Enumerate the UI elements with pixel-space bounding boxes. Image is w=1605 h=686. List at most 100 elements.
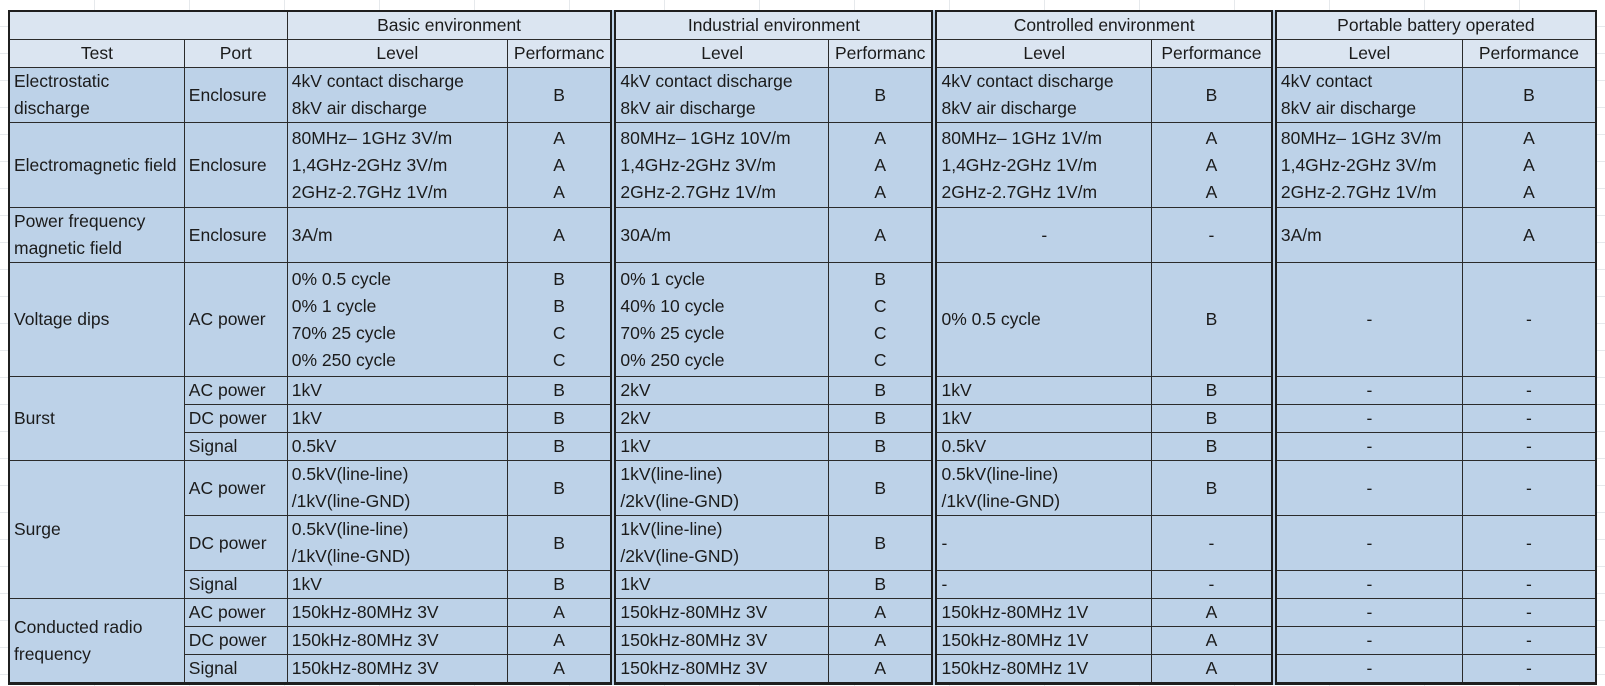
cell-crf-signal-portable-level[interactable]: - (1273, 654, 1463, 684)
cell-crf-ac-port[interactable]: AC power (183, 598, 288, 627)
col-header-controlled-performance[interactable]: Performance (1151, 39, 1277, 68)
cell-pfmf-industrial-level[interactable]: 30A/m (612, 207, 829, 263)
cell-vdips-test[interactable]: Voltage dips (8, 262, 185, 377)
cell-crf-signal-controlled-level[interactable]: 150kHz-80MHz 1V (933, 654, 1153, 684)
cell-burst-signal-controlled-perf[interactable]: B (1151, 432, 1277, 461)
cell-surge-dc-basic-level[interactable]: 0.5kV(line-line) /1kV(line-GND) (286, 515, 508, 571)
cell-emf-portable-level[interactable]: 80MHz– 1GHz 3V/m 1,4GHz-2GHz 3V/m 2GHz-2… (1273, 122, 1463, 208)
col-header-basic-performance[interactable]: Performanc (506, 39, 617, 68)
cell-surge-ac-controlled-perf[interactable]: B (1151, 460, 1277, 516)
cell-surge-ac-basic-level[interactable]: 0.5kV(line-line) /1kV(line-GND) (286, 460, 508, 516)
cell-burst-ac-industrial-perf[interactable]: B (827, 376, 938, 405)
cell-burst-dc-portable-level[interactable]: - (1273, 404, 1463, 433)
cell-crf-ac-controlled-perf[interactable]: A (1151, 598, 1277, 627)
group-header-basic[interactable]: Basic environment (286, 10, 617, 40)
cell-burst-signal-controlled-level[interactable]: 0.5kV (933, 432, 1153, 461)
cell-vdips-industrial-level[interactable]: 0% 1 cycle 40% 10 cycle 70% 25 cycle 0% … (612, 262, 829, 377)
group-header-portable[interactable]: Portable battery operated (1273, 10, 1597, 40)
cell-surge-dc-portable-perf[interactable]: - (1461, 515, 1597, 571)
col-header-portable-performance[interactable]: Performance (1461, 39, 1597, 68)
cell-pfmf-test[interactable]: Power frequency magnetic field (8, 207, 185, 263)
cell-crf-signal-basic-level[interactable]: 150kHz-80MHz 3V (286, 654, 508, 684)
cell-emf-controlled-level[interactable]: 80MHz– 1GHz 1V/m 1,4GHz-2GHz 1V/m 2GHz-2… (933, 122, 1153, 208)
group-header-controlled[interactable]: Controlled environment (933, 10, 1277, 40)
col-header-port[interactable]: Port (183, 39, 288, 68)
cell-vdips-controlled-level[interactable]: 0% 0.5 cycle (933, 262, 1153, 377)
cell-vdips-portable-level[interactable]: - (1273, 262, 1463, 377)
cell-burst-ac-portable-level[interactable]: - (1273, 376, 1463, 405)
cell-crf-ac-industrial-level[interactable]: 150kHz-80MHz 3V (612, 598, 829, 627)
cell-crf-ac-portable-level[interactable]: - (1273, 598, 1463, 627)
cell-surge-signal-industrial-level[interactable]: 1kV (612, 570, 829, 599)
cell-pfmf-port[interactable]: Enclosure (183, 207, 288, 263)
cell-burst-dc-industrial-level[interactable]: 2kV (612, 404, 829, 433)
cell-burst-ac-controlled-perf[interactable]: B (1151, 376, 1277, 405)
col-header-portable-level[interactable]: Level (1273, 39, 1463, 68)
cell-esd-portable-perf[interactable]: B (1461, 67, 1597, 123)
cell-esd-port[interactable]: Enclosure (183, 67, 288, 123)
col-header-test[interactable]: Test (8, 39, 185, 68)
cell-burst-signal-portable-level[interactable]: - (1273, 432, 1463, 461)
col-header-controlled-level[interactable]: Level (933, 39, 1153, 68)
cell-burst-dc-portable-perf[interactable]: - (1461, 404, 1597, 433)
col-header-industrial-performance[interactable]: Performanc (827, 39, 938, 68)
cell-burst-signal-basic-perf[interactable]: B (506, 432, 617, 461)
cell-burst-dc-industrial-perf[interactable]: B (827, 404, 938, 433)
cell-surge-ac-portable-level[interactable]: - (1273, 460, 1463, 516)
corner-cell[interactable] (8, 10, 288, 40)
cell-crf-ac-industrial-perf[interactable]: A (827, 598, 938, 627)
cell-surge-signal-controlled-level[interactable]: - (933, 570, 1153, 599)
cell-esd-industrial-level[interactable]: 4kV contact discharge 8kV air discharge (612, 67, 829, 123)
cell-crf-ac-basic-perf[interactable]: A (506, 598, 617, 627)
group-header-industrial[interactable]: Industrial environment (612, 10, 938, 40)
cell-surge-signal-port[interactable]: Signal (183, 570, 288, 599)
cell-crf-signal-industrial-level[interactable]: 150kHz-80MHz 3V (612, 654, 829, 684)
cell-surge-ac-portable-perf[interactable]: - (1461, 460, 1597, 516)
cell-crf-dc-basic-perf[interactable]: A (506, 626, 617, 655)
cell-crf-dc-portable-level[interactable]: - (1273, 626, 1463, 655)
cell-pfmf-basic-level[interactable]: 3A/m (286, 207, 508, 263)
cell-burst-dc-controlled-perf[interactable]: B (1151, 404, 1277, 433)
cell-crf-signal-industrial-perf[interactable]: A (827, 654, 938, 684)
cell-vdips-industrial-perf[interactable]: B C C C (827, 262, 938, 377)
cell-crf-test[interactable]: Conducted radio frequency (8, 598, 185, 684)
cell-burst-signal-basic-level[interactable]: 0.5kV (286, 432, 508, 461)
cell-emf-portable-perf[interactable]: A A A (1461, 122, 1597, 208)
cell-emf-port[interactable]: Enclosure (183, 122, 288, 208)
cell-pfmf-portable-perf[interactable]: A (1461, 207, 1597, 263)
cell-crf-ac-portable-perf[interactable]: - (1461, 598, 1597, 627)
cell-emf-basic-perf[interactable]: A A A (506, 122, 617, 208)
cell-surge-dc-portable-level[interactable]: - (1273, 515, 1463, 571)
cell-crf-ac-basic-level[interactable]: 150kHz-80MHz 3V (286, 598, 508, 627)
cell-crf-dc-industrial-level[interactable]: 150kHz-80MHz 3V (612, 626, 829, 655)
cell-burst-ac-basic-perf[interactable]: B (506, 376, 617, 405)
cell-pfmf-portable-level[interactable]: 3A/m (1273, 207, 1463, 263)
cell-pfmf-controlled-level[interactable]: - (933, 207, 1153, 263)
cell-surge-dc-port[interactable]: DC power (183, 515, 288, 571)
cell-burst-dc-basic-level[interactable]: 1kV (286, 404, 508, 433)
cell-surge-ac-controlled-level[interactable]: 0.5kV(line-line) /1kV(line-GND) (933, 460, 1153, 516)
cell-crf-ac-controlled-level[interactable]: 150kHz-80MHz 1V (933, 598, 1153, 627)
cell-crf-dc-industrial-perf[interactable]: A (827, 626, 938, 655)
col-header-industrial-level[interactable]: Level (612, 39, 829, 68)
cell-surge-signal-basic-level[interactable]: 1kV (286, 570, 508, 599)
cell-crf-dc-basic-level[interactable]: 150kHz-80MHz 3V (286, 626, 508, 655)
cell-vdips-basic-level[interactable]: 0% 0.5 cycle 0% 1 cycle 70% 25 cycle 0% … (286, 262, 508, 377)
cell-surge-dc-controlled-level[interactable]: - (933, 515, 1153, 571)
cell-burst-signal-port[interactable]: Signal (183, 432, 288, 461)
cell-surge-dc-controlled-perf[interactable]: - (1151, 515, 1277, 571)
cell-crf-dc-port[interactable]: DC power (183, 626, 288, 655)
cell-esd-basic-perf[interactable]: B (506, 67, 617, 123)
cell-surge-signal-industrial-perf[interactable]: B (827, 570, 938, 599)
cell-burst-signal-industrial-level[interactable]: 1kV (612, 432, 829, 461)
cell-surge-signal-portable-level[interactable]: - (1273, 570, 1463, 599)
cell-emf-industrial-perf[interactable]: A A A (827, 122, 938, 208)
col-header-basic-level[interactable]: Level (286, 39, 508, 68)
cell-pfmf-controlled-perf[interactable]: - (1151, 207, 1277, 263)
cell-burst-dc-basic-perf[interactable]: B (506, 404, 617, 433)
cell-surge-ac-port[interactable]: AC power (183, 460, 288, 516)
cell-crf-dc-controlled-level[interactable]: 150kHz-80MHz 1V (933, 626, 1153, 655)
cell-burst-ac-basic-level[interactable]: 1kV (286, 376, 508, 405)
cell-emf-basic-level[interactable]: 80MHz– 1GHz 3V/m 1,4GHz-2GHz 3V/m 2GHz-2… (286, 122, 508, 208)
cell-burst-ac-portable-perf[interactable]: - (1461, 376, 1597, 405)
